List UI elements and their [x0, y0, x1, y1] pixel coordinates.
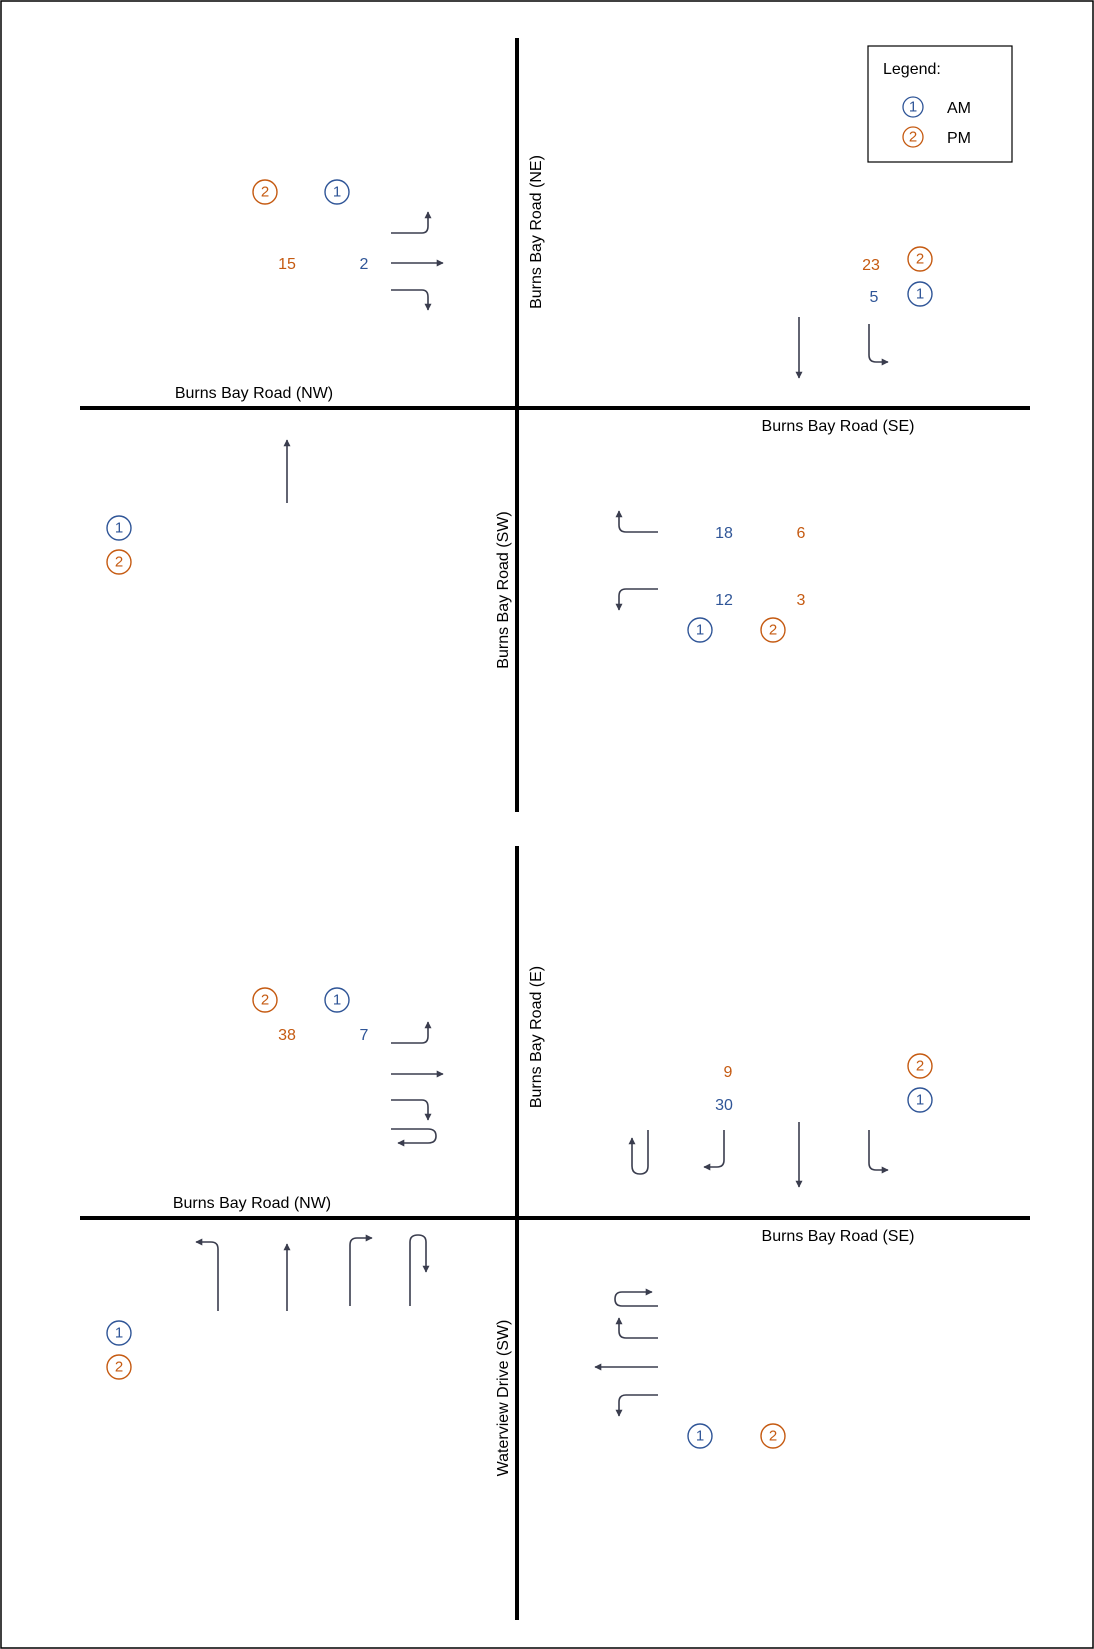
- nw-pm-count: 38: [278, 1027, 296, 1044]
- legend-pm-marker: 2: [902, 126, 924, 148]
- u-turn-arrow: [409, 1234, 430, 1306]
- road-label-se: Burns Bay Road (SE): [762, 1228, 915, 1245]
- svg-text:2: 2: [769, 1428, 777, 1445]
- road-label-nw: Burns Bay Road (NW): [175, 385, 333, 402]
- am-marker: 1: [687, 1423, 713, 1449]
- svg-text:2: 2: [769, 622, 777, 639]
- top-intersection: Burns Bay Road (NE) Burns Bay Road (NW) …: [80, 38, 1030, 812]
- am-marker: 1: [907, 1087, 933, 1113]
- nw-pm-count: 15: [278, 256, 296, 273]
- pm-marker: 2: [106, 1354, 132, 1380]
- legend-box: [867, 45, 1013, 163]
- left-turn-arrow: [391, 1021, 432, 1044]
- legend-pm-label: PM: [947, 130, 971, 147]
- pm-marker: 2: [907, 246, 933, 272]
- left-turn-arrow: [868, 1130, 889, 1174]
- am-marker: 1: [687, 617, 713, 643]
- pm-marker: 2: [760, 1423, 786, 1449]
- ne-am-count: 5: [870, 289, 879, 306]
- svg-text:1: 1: [115, 1325, 123, 1342]
- svg-text:1: 1: [333, 992, 341, 1009]
- left-turn-arrow: [195, 1238, 219, 1311]
- legend: Legend: 1 AM 2 PM: [867, 45, 1013, 163]
- right-turn-arrow: [615, 1317, 658, 1339]
- u-turn-arrow: [614, 1288, 658, 1307]
- nw-am-count: 2: [360, 256, 369, 273]
- left-turn-arrow: [615, 1394, 658, 1417]
- am-marker: 1: [106, 1320, 132, 1346]
- svg-text:1: 1: [696, 1428, 704, 1445]
- pm-marker: 2: [252, 987, 278, 1013]
- road-label-sw: Waterview Drive (SW): [495, 1320, 512, 1477]
- se-left-am-count: 12: [715, 592, 733, 609]
- am-marker: 1: [907, 281, 933, 307]
- legend-am-label: AM: [947, 100, 971, 117]
- nw-am-count: 7: [360, 1027, 369, 1044]
- se-left-pm-count: 3: [797, 592, 806, 609]
- svg-text:1: 1: [909, 99, 917, 116]
- svg-text:2: 2: [909, 129, 917, 146]
- svg-text:1: 1: [333, 184, 341, 201]
- am-marker: 1: [106, 515, 132, 541]
- right-turn-arrow: [391, 289, 432, 311]
- legend-am-marker: 1: [902, 96, 924, 118]
- road-label-e: Burns Bay Road (E): [528, 966, 545, 1108]
- left-turn-arrow: [615, 588, 658, 611]
- right-turn-arrow: [703, 1130, 725, 1171]
- am-marker: 1: [324, 179, 350, 205]
- ne-pm-count: 23: [862, 257, 880, 274]
- svg-text:1: 1: [916, 286, 924, 303]
- right-turn-arrow: [349, 1234, 373, 1306]
- se-right-am-count: 18: [715, 525, 733, 542]
- u-turn-arrow: [391, 1128, 437, 1147]
- pm-marker: 2: [106, 549, 132, 575]
- road-label-se: Burns Bay Road (SE): [762, 418, 915, 435]
- svg-text:1: 1: [696, 622, 704, 639]
- pm-marker: 2: [252, 179, 278, 205]
- legend-title: Legend:: [883, 61, 941, 78]
- road-label-nw: Burns Bay Road (NW): [173, 1195, 331, 1212]
- svg-text:1: 1: [916, 1092, 924, 1109]
- svg-text:2: 2: [261, 184, 269, 201]
- ne-am-count: 30: [715, 1097, 733, 1114]
- ne-pm-count: 9: [724, 1064, 733, 1081]
- pm-marker: 2: [907, 1053, 933, 1079]
- road-label-ne: Burns Bay Road (NE): [528, 155, 545, 309]
- road-label-sw: Burns Bay Road (SW): [495, 511, 512, 668]
- u-turn-arrow: [628, 1130, 649, 1175]
- se-right-pm-count: 6: [797, 525, 806, 542]
- right-turn-arrow: [615, 510, 658, 533]
- svg-text:2: 2: [916, 251, 924, 268]
- svg-text:2: 2: [916, 1058, 924, 1075]
- bottom-intersection: Burns Bay Road (E) Burns Bay Road (NW) B…: [80, 846, 1030, 1620]
- svg-text:1: 1: [115, 520, 123, 537]
- left-turn-arrow: [868, 324, 889, 366]
- left-turn-arrow: [391, 211, 432, 234]
- svg-text:2: 2: [115, 1359, 123, 1376]
- pm-marker: 2: [760, 617, 786, 643]
- am-marker: 1: [324, 987, 350, 1013]
- right-turn-arrow: [391, 1099, 432, 1121]
- svg-text:2: 2: [261, 992, 269, 1009]
- svg-text:2: 2: [115, 554, 123, 571]
